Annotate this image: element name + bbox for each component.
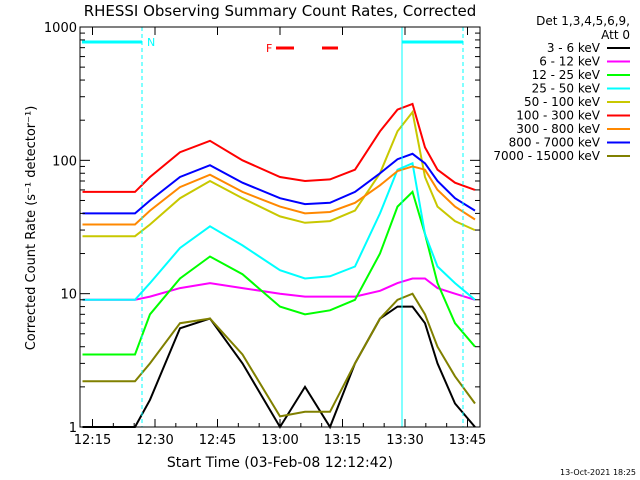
x-axis-label: Start Time (03-Feb-08 12:12:42)	[167, 455, 393, 471]
legend-label-2: 6 - 12 keV	[539, 55, 601, 69]
legend-subheader: Att 0	[601, 28, 630, 42]
x-tick-label-3: 12:45	[199, 433, 236, 448]
y-tick-label-4: 1000	[44, 21, 77, 36]
legend-label-3: 12 - 25 keV	[532, 68, 601, 82]
y-axis-label: Corrected Count Rate (s⁻¹ detector⁻¹)	[24, 106, 39, 351]
x-tick-label-4: 13:00	[261, 433, 298, 448]
legend-header: Det 1,3,4,5,6,9,	[536, 14, 630, 28]
annotation-n: N	[147, 36, 155, 49]
x-tick-label-7: 13:45	[449, 433, 486, 448]
series-line-8	[82, 152, 476, 215]
series-line-6	[82, 102, 476, 193]
x-tick-label-2: 12:30	[136, 433, 173, 448]
plot-border	[79, 26, 481, 428]
legend-label-1: 3 - 6 keV	[547, 41, 601, 55]
legend-label-9: 7000 - 15000 keV	[493, 149, 600, 163]
legend-label-4: 25 - 50 keV	[532, 82, 601, 96]
series-line-5	[82, 109, 476, 238]
timestamp: 13-Oct-2021 18:25	[560, 468, 636, 477]
y-tick-label-1: 1	[69, 421, 77, 436]
series-line-7	[82, 165, 476, 226]
legend-label-6: 100 - 300 keV	[516, 109, 600, 123]
chart-title: RHESSI Observing Summary Count Rates, Co…	[84, 2, 477, 20]
series-line-4	[82, 161, 476, 301]
x-tick-label-1: 12:15	[74, 433, 111, 448]
x-tick-label-5: 13:15	[324, 433, 361, 448]
x-tick-label-6: 13:30	[386, 433, 423, 448]
series-line-9	[82, 292, 476, 418]
annotation-f: F	[266, 42, 272, 55]
legend-label-7: 300 - 800 keV	[516, 122, 600, 136]
plot-frame	[79, 26, 481, 428]
x-axis: 12:15 12:30 12:45 13:00 13:15 13:30 13:45	[74, 27, 486, 448]
legend-label-5: 50 - 100 keV	[524, 95, 601, 109]
plot-lines	[82, 102, 476, 430]
y-tick-label-3: 100	[52, 154, 77, 169]
y-axis: 1 10 100 1000	[44, 21, 480, 436]
y-tick-label-2: 10	[60, 288, 77, 303]
series-line-1	[82, 305, 476, 430]
legend-label-8: 800 - 7000 keV	[509, 136, 601, 150]
series-line-2	[82, 277, 476, 301]
